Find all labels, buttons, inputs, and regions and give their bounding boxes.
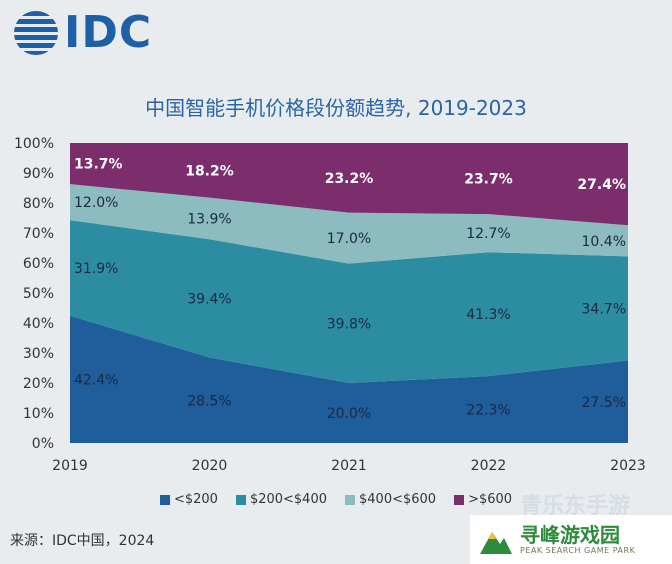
data-label: 42.4% bbox=[74, 372, 118, 388]
data-label: 17.0% bbox=[327, 231, 371, 247]
mountain-icon bbox=[480, 531, 512, 554]
x-tick-label: 2021 bbox=[331, 458, 367, 474]
watermark-badge: 寻峰游戏园 PEAK SEARCH GAME PARK bbox=[470, 515, 672, 564]
y-tick-label: 80% bbox=[23, 196, 54, 212]
legend-item: $200<$400 bbox=[235, 492, 327, 507]
data-label: 41.3% bbox=[466, 307, 510, 323]
chart-title: 中国智能手机价格段份额趋势, 2019-2023 bbox=[145, 96, 527, 120]
data-label: 20.0% bbox=[327, 406, 371, 422]
stacked-area-chart: 0% 10% 20% 30% 40% 50% 60% 70% 80% 90% 100% 2019 202… bbox=[14, 136, 646, 474]
y-tick-label: 50% bbox=[23, 286, 54, 302]
x-tick-label: 2020 bbox=[192, 458, 228, 474]
data-label: 27.5% bbox=[582, 395, 626, 411]
legend-item: $400<$600 bbox=[345, 492, 436, 507]
globe-icon bbox=[14, 11, 58, 55]
data-label: 23.7% bbox=[464, 172, 513, 188]
y-tick-label: 10% bbox=[23, 406, 54, 422]
idc-logo: IDC bbox=[14, 10, 152, 56]
y-tick-label: 0% bbox=[32, 436, 54, 452]
data-label: 12.0% bbox=[74, 195, 118, 211]
data-label: 28.5% bbox=[187, 393, 231, 409]
data-label: 23.2% bbox=[325, 171, 374, 187]
legend-swatch bbox=[345, 494, 355, 505]
legend-item: <$200 bbox=[159, 492, 218, 507]
area-0 bbox=[70, 315, 628, 443]
legend-label: >$600 bbox=[468, 492, 513, 507]
y-tick-label: 20% bbox=[23, 376, 54, 392]
data-label: 39.8% bbox=[327, 316, 371, 332]
y-tick-label: 90% bbox=[23, 166, 54, 182]
data-label: 31.9% bbox=[74, 261, 118, 277]
x-tick-label: 2019 bbox=[52, 458, 88, 474]
y-tick-label: 60% bbox=[23, 256, 54, 272]
legend-swatch bbox=[235, 494, 246, 505]
legend-label: $200<$400 bbox=[249, 492, 327, 507]
data-label: 34.7% bbox=[582, 301, 626, 317]
area-2 bbox=[70, 184, 628, 264]
logo-text: IDC bbox=[64, 7, 153, 58]
data-label: 22.3% bbox=[466, 403, 510, 419]
data-label: 12.7% bbox=[466, 226, 510, 242]
legend-swatch bbox=[454, 494, 465, 505]
watermark-top: 青乐东手游 bbox=[520, 494, 631, 519]
y-tick-label: 40% bbox=[23, 316, 54, 332]
data-label: 18.2% bbox=[185, 163, 234, 179]
chart-legend: <$200 $200<$400 $400<$600 >$600 bbox=[0, 492, 672, 507]
y-tick-label: 100% bbox=[14, 136, 54, 152]
data-label: 13.7% bbox=[74, 157, 123, 173]
y-tick-label: 70% bbox=[23, 226, 54, 242]
area-1 bbox=[70, 220, 628, 383]
data-label: 27.4% bbox=[577, 177, 626, 193]
legend-label: <$200 bbox=[173, 492, 218, 507]
x-tick-label: 2022 bbox=[471, 458, 507, 474]
watermark-sub: PEAK SEARCH GAME PARK bbox=[520, 546, 636, 555]
y-tick-label: 30% bbox=[23, 346, 54, 362]
legend-label: $400<$600 bbox=[359, 492, 437, 507]
legend-item: >$600 bbox=[454, 492, 512, 507]
area-3 bbox=[70, 143, 628, 226]
data-label: 13.9% bbox=[187, 211, 231, 227]
source-note: 来源：IDC中国，2024 bbox=[10, 533, 155, 549]
data-label: 39.4% bbox=[187, 291, 231, 307]
data-label: 10.4% bbox=[582, 234, 626, 250]
x-tick-label: 2023 bbox=[610, 458, 646, 474]
watermark-main: 寻峰游戏园 bbox=[520, 523, 620, 547]
legend-swatch bbox=[159, 494, 170, 505]
